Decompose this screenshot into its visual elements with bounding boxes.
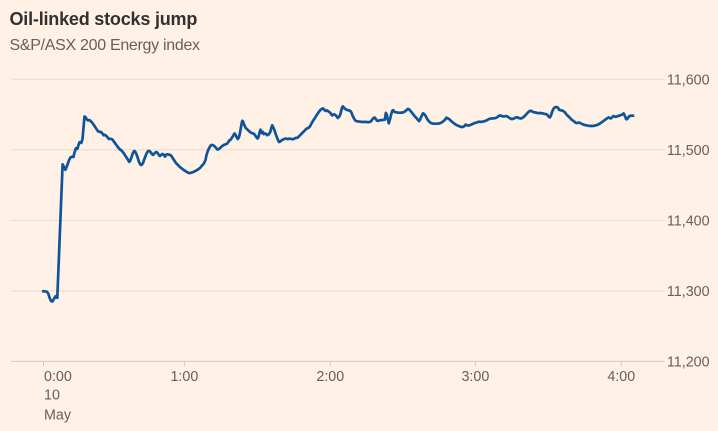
svg-text:1:00: 1:00 xyxy=(170,369,198,385)
svg-text:May: May xyxy=(44,408,72,424)
svg-text:2:00: 2:00 xyxy=(316,369,344,385)
svg-text:Oil-linked stocks jump: Oil-linked stocks jump xyxy=(10,9,198,29)
svg-text:S&P/ASX 200 Energy index: S&P/ASX 200 Energy index xyxy=(10,37,201,54)
svg-text:10: 10 xyxy=(44,388,60,404)
svg-text:11,200: 11,200 xyxy=(667,355,710,371)
svg-text:11,300: 11,300 xyxy=(667,284,710,300)
svg-text:0:00: 0:00 xyxy=(44,369,72,385)
svg-text:11,600: 11,600 xyxy=(667,72,710,88)
svg-text:4:00: 4:00 xyxy=(607,369,635,385)
svg-text:11,500: 11,500 xyxy=(667,143,710,159)
svg-text:3:00: 3:00 xyxy=(461,369,489,385)
svg-text:11,400: 11,400 xyxy=(667,214,710,230)
